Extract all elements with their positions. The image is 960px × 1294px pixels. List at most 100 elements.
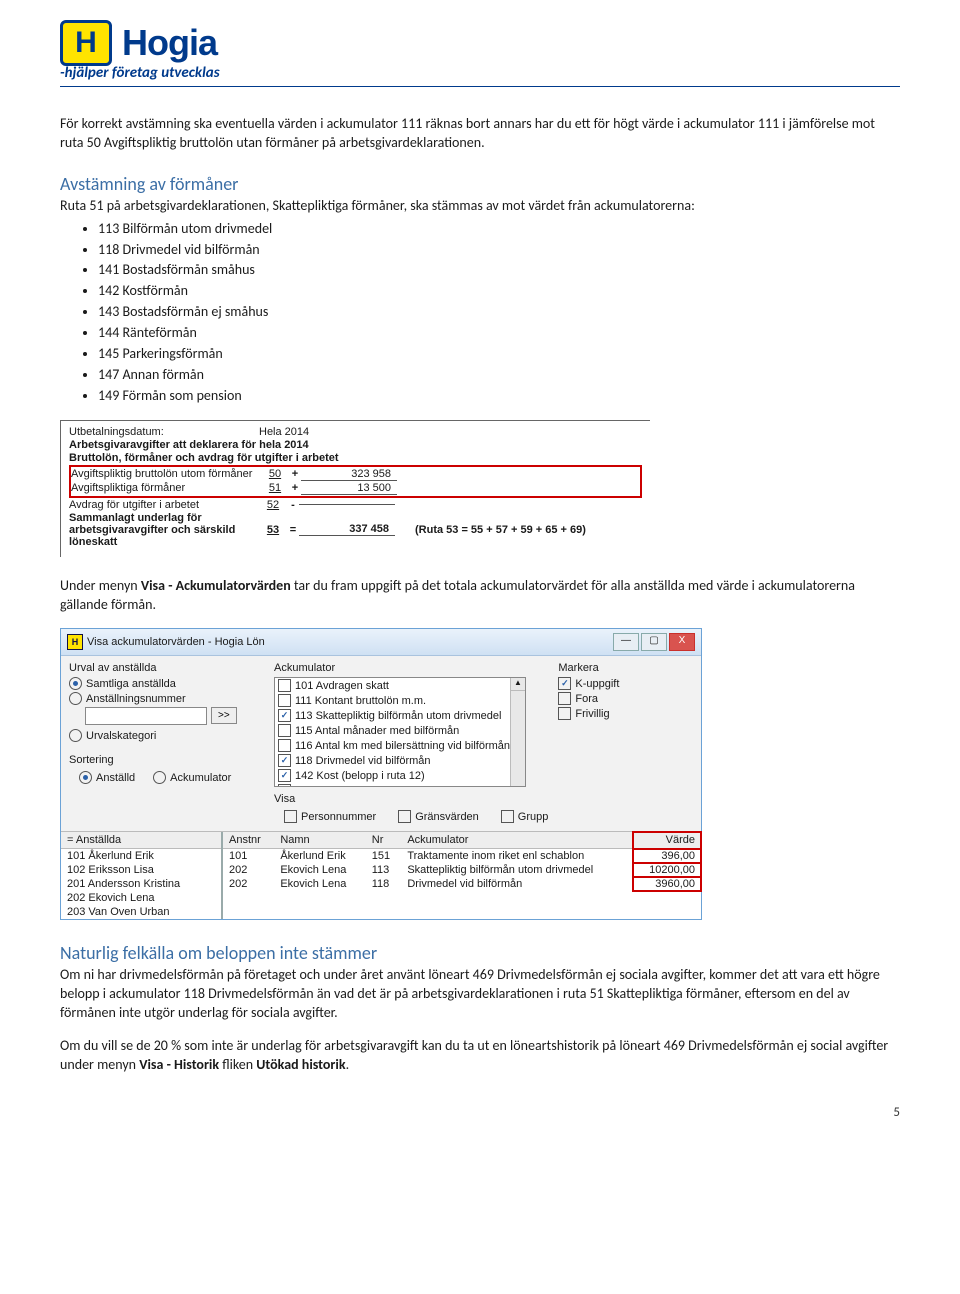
label: Avgiftspliktig bruttolön utom förmåner	[71, 468, 261, 480]
anstallningsnr-input[interactable]	[85, 707, 207, 725]
value: 13 500	[301, 482, 397, 495]
checkbox-label: Fora	[575, 693, 598, 705]
list-item[interactable]: 145 Parkering (belopp i ruta 12)	[275, 783, 525, 787]
checkbox[interactable]	[278, 724, 291, 737]
table-cell: 113	[366, 863, 402, 877]
list-item[interactable]: 142 Kost (belopp i ruta 12)	[275, 768, 525, 783]
list-item[interactable]: 115 Antal månader med bilförmån	[275, 723, 525, 738]
heading-felkalla: Naturlig felkälla om beloppen inte stämm…	[60, 942, 900, 964]
value	[299, 504, 395, 505]
logo-tagline: -hjälper företag utvecklas	[60, 64, 900, 82]
operator: +	[289, 468, 301, 480]
window-titlebar: H Visa ackumulatorvärden - Hogia Lön — ▢…	[61, 629, 701, 656]
radio-urvalskategori[interactable]	[69, 729, 82, 742]
operator: -	[287, 499, 299, 511]
list-item: 118 Drivmedel vid bilförmån	[98, 241, 900, 260]
radio-anstallningsnr[interactable]	[69, 692, 82, 705]
checkbox[interactable]	[278, 709, 291, 722]
list-item: 149 Förmån som pension	[98, 387, 900, 406]
list-item[interactable]: 101 Åkerlund Erik	[61, 849, 221, 863]
page-number: 5	[60, 1105, 900, 1120]
list-item: 143 Bostadsförmån ej småhus	[98, 303, 900, 322]
list-item[interactable]: 111 Kontant bruttolön m.m.	[275, 693, 525, 708]
list-item[interactable]: 101 Avdragen skatt	[275, 678, 525, 693]
value: 337 458	[299, 523, 395, 536]
go-button[interactable]: >>	[211, 707, 237, 724]
list-item[interactable]: 201 Andersson Kristina	[61, 877, 221, 891]
value: 323 958	[301, 468, 397, 481]
table-cell: 101	[223, 849, 274, 864]
table-row: Avgiftspliktig bruttolön utom förmåner50…	[71, 468, 640, 481]
tab-name: Utökad historik	[256, 1056, 345, 1073]
close-button[interactable]: X	[669, 633, 695, 651]
checkbox[interactable]	[278, 694, 291, 707]
radio-sort-ackumulator[interactable]	[153, 771, 166, 784]
table-row: Avgiftspliktiga förmåner51+13 500	[71, 482, 640, 495]
list-item-label: 142 Kost (belopp i ruta 12)	[295, 770, 425, 782]
body-paragraph: För korrekt avstämning ska eventuella vä…	[60, 115, 900, 153]
column-header: Ackumulator	[401, 832, 633, 849]
radio-label: Urvalskategori	[86, 730, 156, 742]
table-cell: Åkerlund Erik	[274, 849, 365, 864]
list-item: 142 Kostförmån	[98, 282, 900, 301]
table-row: 202Ekovich Lena113Skattepliktig bilförmå…	[223, 863, 701, 877]
body-paragraph: Om du vill se de 20 % som inte är underl…	[60, 1037, 900, 1075]
radio-label: Anställningsnummer	[86, 693, 186, 705]
checkbox[interactable]	[278, 754, 291, 767]
list-item-label: 116 Antal km med bilersättning vid bilfö…	[295, 740, 510, 752]
scrollbar[interactable]: ▲	[510, 678, 525, 786]
column-header: Namn	[274, 832, 365, 849]
column-header: = Anställda	[61, 832, 221, 849]
list-item-label: 111 Kontant bruttolön m.m.	[295, 695, 426, 707]
table-cell: 396,00	[633, 849, 701, 864]
ackumulator-list[interactable]: 101 Avdragen skatt 111 Kontant bruttolön …	[274, 677, 526, 787]
table-cell: 202	[223, 863, 274, 877]
radio-label: Samtliga anställda	[86, 678, 176, 690]
checkbox[interactable]	[398, 810, 411, 823]
checkbox-label: Grupp	[518, 811, 549, 823]
list-item[interactable]: 203 Van Oven Urban	[61, 905, 221, 919]
column-header: Värde	[633, 832, 701, 849]
figure-window: H Visa ackumulatorvärden - Hogia Lön — ▢…	[60, 628, 702, 920]
checkbox[interactable]	[278, 739, 291, 752]
list-item[interactable]: 118 Drivmedel vid bilförmån	[275, 753, 525, 768]
field-number: 50	[261, 468, 289, 480]
operator: =	[287, 524, 299, 536]
table-cell: 118	[366, 877, 402, 891]
group-label: Sortering	[69, 754, 264, 766]
table-cell: 151	[366, 849, 402, 864]
field-number: 53	[259, 524, 287, 536]
menu-path: Visa - Historik	[139, 1056, 219, 1073]
radio-samtliga[interactable]	[69, 677, 82, 690]
checkbox[interactable]	[278, 679, 291, 692]
list-item[interactable]: 113 Skattepliktig bilförmån utom drivmed…	[275, 708, 525, 723]
list-item[interactable]: 202 Ekovich Lena	[61, 891, 221, 905]
field-number: 51	[261, 482, 289, 494]
brand-header: H Hogia -hjälper företag utvecklas	[60, 20, 900, 87]
body-paragraph: Under menyn Visa - Ackumulatorvärden tar…	[60, 577, 900, 615]
list-item[interactable]: 116 Antal km med bilersättning vid bilfö…	[275, 738, 525, 753]
checkbox[interactable]	[278, 769, 291, 782]
checkbox-label: Personnummer	[301, 811, 376, 823]
list-item[interactable]: 102 Eriksson Lisa	[61, 863, 221, 877]
checkbox[interactable]	[558, 707, 571, 720]
minimize-button[interactable]: —	[613, 633, 639, 651]
checkbox[interactable]	[278, 784, 291, 787]
list-item: 144 Ränteförmån	[98, 324, 900, 343]
checkbox[interactable]	[284, 810, 297, 823]
logo-mark: H	[60, 20, 112, 66]
list-item: 113 Bilförmån utom drivmedel	[98, 220, 900, 239]
table-cell: Ekovich Lena	[274, 877, 365, 891]
checkbox[interactable]	[501, 810, 514, 823]
maximize-button[interactable]: ▢	[641, 633, 667, 651]
radio-label: Anställd	[96, 772, 135, 784]
checkbox[interactable]	[558, 692, 571, 705]
radio-sort-anstalld[interactable]	[79, 771, 92, 784]
checkbox[interactable]	[558, 677, 571, 690]
list-item: 141 Bostadsförmån småhus	[98, 261, 900, 280]
list-item-label: 113 Skattepliktig bilförmån utom drivmed…	[295, 710, 501, 722]
table-cell: 10200,00	[633, 863, 701, 877]
menu-path: Visa - Ackumulatorvärden	[141, 577, 291, 594]
label: Bruttolön, förmåner och avdrag för utgif…	[69, 452, 642, 464]
group-label: Markera	[558, 662, 648, 674]
